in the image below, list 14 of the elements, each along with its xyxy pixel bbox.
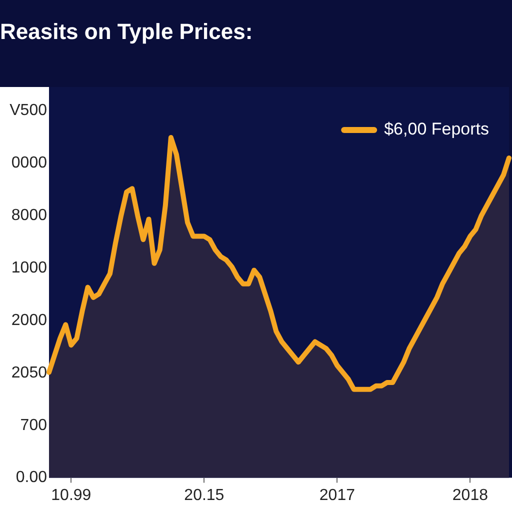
text: 0000 <box>11 154 48 172</box>
text: 2050 <box>11 364 48 382</box>
text: 1000 <box>11 259 48 276</box>
legend-label: $6,00 Feports <box>384 120 490 139</box>
text: 0.00 <box>16 469 48 486</box>
x-tick-label: 10.99 <box>51 486 92 504</box>
x-tick-label: 2017 <box>319 486 356 504</box>
text: V500 <box>10 102 48 120</box>
chart-title: Reasits on Typle Prices: <box>0 19 253 44</box>
text: 700 <box>20 416 48 434</box>
x-tick-label: 2018 <box>452 486 488 504</box>
text: 8000 <box>11 207 48 224</box>
text: 2000 <box>11 312 48 329</box>
x-tick-label: 20.15 <box>184 486 224 504</box>
